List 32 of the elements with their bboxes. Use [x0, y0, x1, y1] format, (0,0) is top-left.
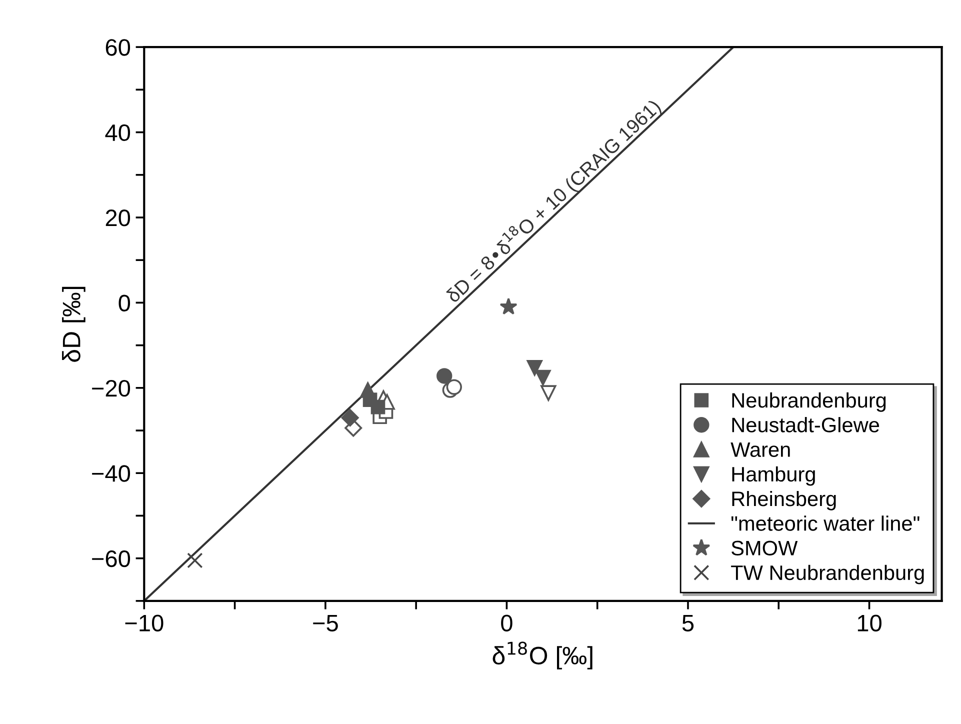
y-tick-label: 40 — [105, 124, 130, 142]
y-tick-label: 60 — [106, 39, 130, 56]
y-tick-label: −60 — [92, 550, 130, 568]
legend-label: Neubrandenburg — [732, 392, 886, 412]
x-tick-label: −5 — [313, 614, 338, 632]
y-tick-label: 20 — [106, 210, 130, 226]
annotation: δD = 8•δ$^{18}$O + 10 (CRAIG 1961) — [442, 96, 664, 306]
legend-label: "meteoric water line" — [731, 516, 920, 531]
point — [540, 385, 556, 401]
x-tick-label: −10 — [125, 614, 164, 632]
legend-label: SMOW — [732, 540, 798, 556]
legend-label: Waren — [730, 442, 790, 457]
legend-label: Rheinsberg — [732, 490, 836, 510]
point — [446, 379, 462, 395]
y-tick-label: −40 — [92, 465, 130, 482]
y-tick-label: −20 — [92, 380, 130, 397]
point — [341, 408, 359, 426]
point — [500, 298, 518, 315]
point — [535, 370, 551, 386]
point — [436, 368, 452, 384]
x-axis-title: δ$^{18}$O [‰] — [492, 642, 592, 670]
x-tick-label: 0 — [501, 614, 512, 632]
legend-label: Hamburg — [732, 466, 815, 486]
y-axis-title: δD [‰] — [62, 286, 86, 362]
point — [526, 360, 542, 376]
x-tick-label: 10 — [858, 614, 882, 632]
point — [187, 552, 203, 568]
x-tick-label: 5 — [682, 614, 694, 632]
legend-label: TW Neubrandenburg — [731, 564, 924, 584]
y-tick-label: 0 — [118, 294, 130, 312]
point — [360, 382, 376, 398]
legend-label: Neustadt-Glewe — [732, 417, 880, 432]
